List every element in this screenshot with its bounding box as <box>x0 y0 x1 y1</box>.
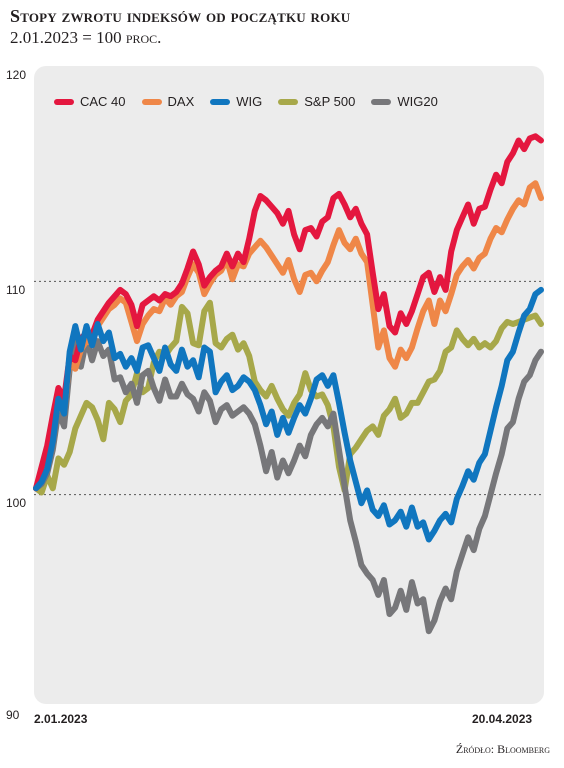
legend-label: S&P 500 <box>304 94 356 109</box>
legend-swatch <box>141 98 162 105</box>
legend-swatch <box>278 98 299 105</box>
series-line-sp500 <box>33 299 544 496</box>
legend-item-wig20: WIG20 <box>371 94 438 109</box>
series-line-dax <box>33 180 544 492</box>
x-tick-label-end: 20.04.2023 <box>472 712 533 726</box>
legend-swatch <box>54 98 74 105</box>
series-line-wig20 <box>33 335 544 635</box>
source-note: Źródło: Bloomberg <box>455 742 550 756</box>
series-line-cac40 <box>33 133 544 492</box>
legend-swatch <box>210 98 231 105</box>
chart-title: Stopy zwrotu indeksów od początku roku <box>10 6 351 26</box>
legend-label: WIG20 <box>397 94 438 109</box>
legend-label: WIG <box>236 94 263 109</box>
legend-item-wig: WIG <box>210 94 262 109</box>
y-tick-label: 100 <box>6 496 27 510</box>
legend-label: DAX <box>167 94 195 109</box>
x-tick-label-start: 2.01.2023 <box>34 712 88 726</box>
legend: CAC 40 DAX WIG S&P 500 WIG20 <box>54 94 438 109</box>
legend-label: CAC 40 <box>80 94 126 109</box>
y-tick-label: 90 <box>6 708 20 722</box>
series-line-wig <box>33 286 544 543</box>
legend-swatch <box>371 98 392 105</box>
chart-subtitle: 2.01.2023 = 100 proc. <box>10 28 162 47</box>
y-tick-label: 110 <box>6 283 26 297</box>
legend-item-sp500: S&P 500 <box>278 94 355 109</box>
legend-item-cac40: CAC 40 <box>54 94 126 109</box>
y-tick-label: 120 <box>6 68 27 82</box>
plot-area <box>34 66 544 704</box>
legend-item-dax: DAX <box>141 94 195 109</box>
